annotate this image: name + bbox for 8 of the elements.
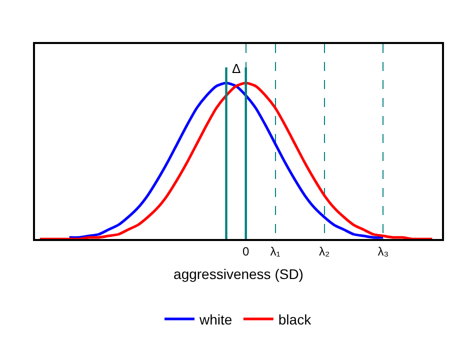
x-tick-label: 0 bbox=[242, 244, 250, 258]
x-tick-label: λ₂ bbox=[318, 244, 330, 258]
text: Δ bbox=[232, 61, 241, 76]
x-tick-label: λ₃ bbox=[378, 244, 389, 258]
legend-label: black bbox=[278, 311, 312, 328]
x-axis-title: aggressiveness (SD) bbox=[174, 266, 304, 282]
legend-label: white bbox=[198, 311, 232, 328]
x-tick-label: λ₁ bbox=[270, 244, 280, 258]
